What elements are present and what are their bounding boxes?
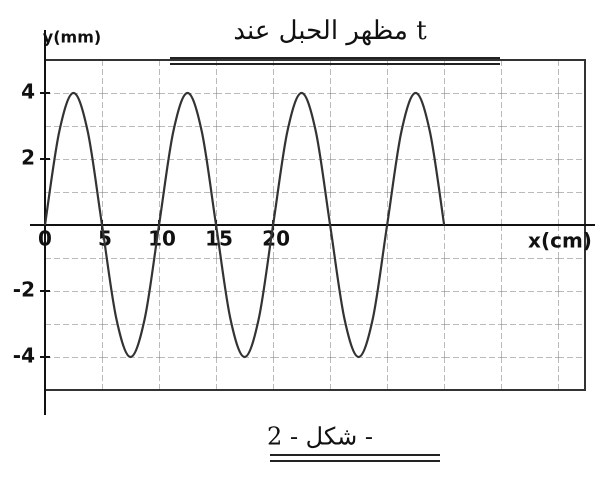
caption: شكل - 2 - [267, 423, 373, 451]
y-tick-label: -2 [13, 278, 35, 302]
caption-underline [270, 455, 440, 461]
y-tick-label: 2 [21, 146, 35, 170]
x-tick-label: 20 [262, 227, 290, 251]
x-tick-label: 0 [38, 227, 52, 251]
chart-title: مظهر الحبل عند t [233, 16, 427, 46]
y-axis-label: y(mm) [43, 28, 101, 47]
y-tick-label: -4 [13, 344, 35, 368]
chart: مظهر الحبل عند t شكل - 2 - y(mm) x(cm) 0… [0, 0, 602, 477]
x-axis-label: x(cm) [528, 229, 592, 253]
y-tick-label: 4 [21, 80, 35, 104]
x-tick-label: 10 [148, 227, 176, 251]
